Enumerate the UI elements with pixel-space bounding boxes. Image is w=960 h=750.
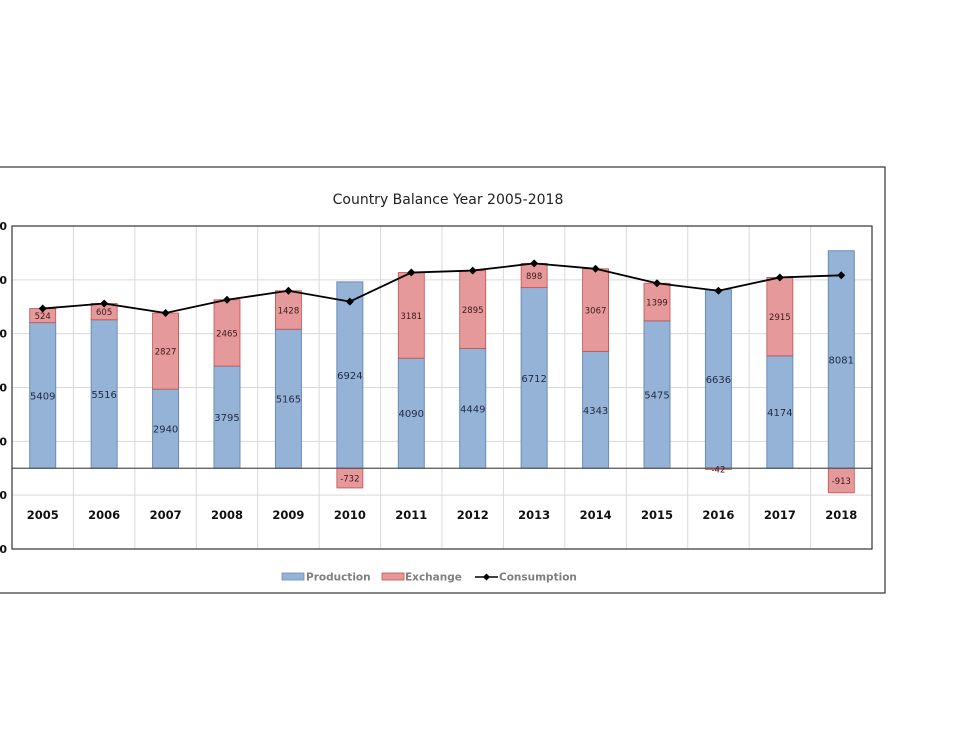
consumption-marker xyxy=(591,264,600,273)
data-label-exchange: 1428 xyxy=(278,307,300,317)
bar-exchange xyxy=(766,277,794,357)
chart-title: Country Balance Year 2005-2018 xyxy=(333,192,564,208)
legend: Production Exchange Consumption xyxy=(281,572,577,584)
bar-exchange xyxy=(520,263,548,288)
data-labels: 5409 524 5516 605 2940 2827 3795 2465 5165 1428 69… xyxy=(30,272,854,487)
x-tick-label: 2006 xyxy=(88,508,120,522)
legend-swatch-production xyxy=(281,572,305,581)
consumption-marker xyxy=(653,279,661,288)
legend-label-exchange: Exchange xyxy=(405,572,462,584)
y-tick-label: 5000 xyxy=(0,328,7,341)
x-tick-label: 2013 xyxy=(518,508,550,522)
y-tick-label: -1000 xyxy=(0,489,7,502)
x-tick-label: 2012 xyxy=(457,508,489,522)
data-label-production: 3795 xyxy=(214,413,239,424)
data-label-production: 5165 xyxy=(276,395,301,406)
y-tick-label: -3000 xyxy=(0,543,7,556)
consumption-marker xyxy=(837,271,846,280)
bar-exchange xyxy=(397,272,425,359)
consumption-marker xyxy=(38,304,47,313)
x-axis-ticks: 2005 2006 2007 2008 2009 2010 2011 2012 2013 2014… xyxy=(27,508,858,522)
y-tick-label: 7000 xyxy=(0,274,7,287)
y-tick-label: 9000 xyxy=(0,220,7,233)
data-label-production: 8081 xyxy=(829,355,854,366)
data-label-production: 6924 xyxy=(337,371,362,382)
data-label-exchange: 2827 xyxy=(155,348,177,358)
x-tick-label: 2007 xyxy=(150,508,182,522)
consumption-marker xyxy=(223,295,231,304)
legend-label-production: Production xyxy=(306,572,371,584)
bar-production xyxy=(520,287,548,469)
bar-production xyxy=(459,347,487,469)
consumption-marker xyxy=(714,286,723,295)
consumption-marker xyxy=(468,266,477,275)
data-label-exchange: 898 xyxy=(526,272,542,282)
bar-exchange xyxy=(459,270,487,349)
legend-swatch-consumption-marker xyxy=(483,573,490,581)
data-label-production: 5516 xyxy=(91,390,116,401)
bar-exchange xyxy=(213,299,241,367)
x-tick-label: 2011 xyxy=(395,508,427,522)
y-tick-label: 3000 xyxy=(0,382,7,395)
x-tick-label: 2015 xyxy=(641,508,673,522)
legend-label-consumption: Consumption xyxy=(499,572,577,584)
bars xyxy=(29,250,855,494)
bar-production xyxy=(397,357,425,469)
data-label-exchange: -42 xyxy=(711,465,725,475)
consumption-marker xyxy=(161,309,170,318)
data-label-exchange: 1399 xyxy=(646,299,668,309)
bar-exchange xyxy=(643,282,671,322)
consumption-marker xyxy=(284,286,293,295)
data-label-exchange: 2915 xyxy=(769,313,791,323)
consumption-marker xyxy=(407,268,416,277)
bar-production xyxy=(274,328,302,469)
y-tick-label: 1000 xyxy=(0,435,7,448)
data-label-exchange: 2465 xyxy=(216,329,238,339)
data-label-production: 4090 xyxy=(399,409,424,420)
consumption-marker xyxy=(775,273,784,282)
x-tick-label: 2010 xyxy=(334,508,366,522)
bar-production xyxy=(704,289,732,469)
data-label-exchange: 605 xyxy=(96,308,112,318)
data-label-production: 4174 xyxy=(767,408,792,419)
x-tick-label: 2008 xyxy=(211,508,243,522)
bar-production xyxy=(213,365,241,469)
data-label-production: 5475 xyxy=(644,391,669,402)
x-tick-label: 2018 xyxy=(825,508,857,522)
data-label-production: 5409 xyxy=(30,391,55,402)
data-label-exchange: 3067 xyxy=(585,307,607,317)
plot-area-border xyxy=(11,225,873,550)
data-label-exchange: 2895 xyxy=(462,306,484,316)
consumption-marker xyxy=(345,297,354,306)
data-label-production: 6636 xyxy=(706,375,731,386)
x-tick-label: 2005 xyxy=(27,508,59,522)
bar-exchange xyxy=(152,312,179,390)
consumption-marker xyxy=(530,259,539,268)
consumption-marker xyxy=(100,299,109,308)
data-label-exchange: -913 xyxy=(832,477,851,487)
data-label-exchange: -732 xyxy=(340,475,359,485)
x-tick-label: 2009 xyxy=(272,508,304,522)
bar-production xyxy=(336,281,364,469)
data-label-production: 6712 xyxy=(521,374,546,385)
x-tick-label: 2014 xyxy=(580,508,612,522)
data-label-production: 4343 xyxy=(583,406,608,417)
bar-production xyxy=(766,355,794,469)
data-label-exchange: 3181 xyxy=(400,312,422,322)
data-label-production: 2940 xyxy=(153,425,178,436)
bar-production xyxy=(643,320,671,469)
legend-swatch-exchange xyxy=(381,572,405,581)
bar-production xyxy=(827,250,855,469)
x-tick-label: 2017 xyxy=(764,508,796,522)
bar-exchange xyxy=(582,268,609,352)
x-tick-label: 2016 xyxy=(702,508,734,522)
data-label-production: 4449 xyxy=(460,404,485,415)
y-axis-ticks: -3000 -1000 1000 3000 5000 7000 9000 xyxy=(0,220,7,556)
consumption-series-line xyxy=(42,262,842,314)
data-label-exchange: 524 xyxy=(35,312,51,322)
bar-exchange xyxy=(275,290,302,330)
consumption-line xyxy=(38,259,846,318)
